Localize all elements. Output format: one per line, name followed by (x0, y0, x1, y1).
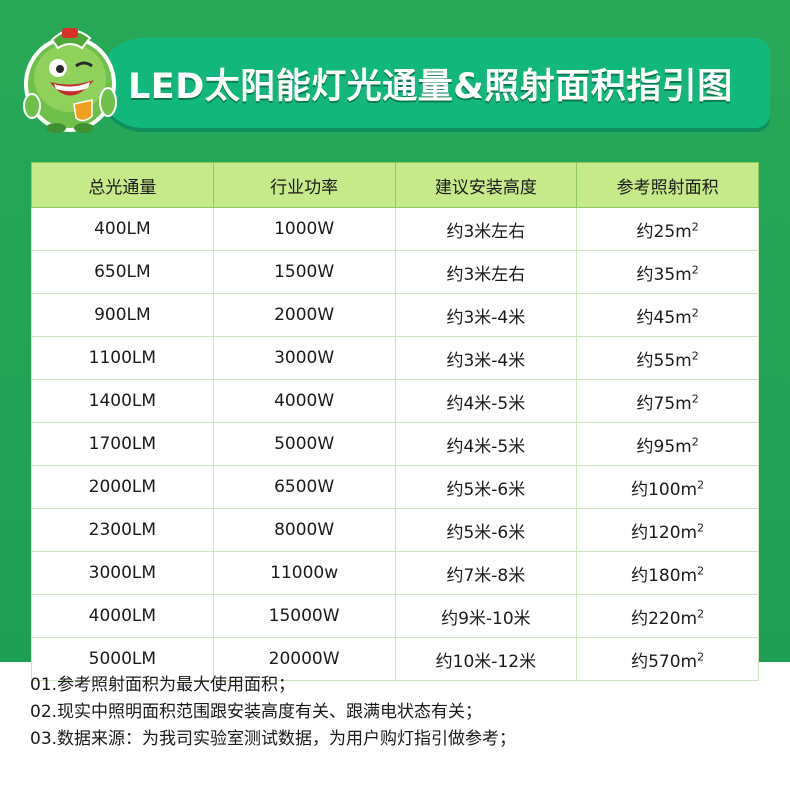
cell-flux: 900LM (31, 293, 214, 337)
table-row: 2300LM 8000W 约5米-6米 约120m2 (31, 508, 759, 552)
cell-flux: 650LM (31, 250, 214, 294)
cell-height: 约9米-10米 (394, 594, 578, 638)
cell-flux: 400LM (31, 207, 214, 251)
cell-area: 约25m2 (576, 207, 759, 251)
table-row: 650LM 1500W 约3米左右 约35m2 (31, 250, 759, 294)
cell-height: 约3米左右 (394, 250, 578, 294)
spec-table-container: 总光通量 行业功率 建议安装高度 参考照射面积 400LM 1000W 约3米左右约… (31, 162, 759, 681)
table-row: 5000LM 20000W 约10米-12米 约570m2 (31, 637, 759, 681)
cell-power: 3000W (212, 336, 396, 380)
note-2: 02.现实中照明面积范围跟安装高度有关、跟满电状态有关； (30, 702, 483, 722)
cell-power: 8000W (212, 508, 396, 552)
cell-area: 约180m2 (576, 551, 759, 595)
header-power: 行业功率 (212, 162, 396, 208)
area-value: 约120m (631, 522, 698, 543)
cell-power: 11000w (212, 551, 396, 595)
table-row: 4000LM 15000W 约9米-10米 约220m2 (31, 594, 759, 638)
header-area: 参考照射面积 (576, 162, 759, 208)
table-row: 1400LM 4000W 约4米-5米 约75m2 (31, 379, 759, 423)
mascot-icon (23, 28, 117, 133)
cell-area: 约570m2 (576, 637, 759, 681)
cell-height: 约10米-12米 (394, 637, 578, 681)
cell-area: 约55m2 (576, 336, 759, 380)
area-unit-superscript: 2 (691, 262, 699, 276)
page-title: LED太阳能灯光通量&照射面积指引图 (128, 66, 733, 107)
area-unit-superscript: 2 (691, 434, 699, 448)
cell-area: 约45m2 (576, 293, 759, 337)
area-unit-superscript: 2 (697, 520, 705, 534)
cell-area: 约35m2 (576, 250, 759, 294)
area-unit-superscript: 2 (697, 606, 705, 620)
cell-power: 2000W (212, 293, 396, 337)
cell-flux: 2000LM (31, 465, 214, 509)
cell-power: 5000W (212, 422, 396, 466)
note-3: 03.数据来源：为我司实验室测试数据，为用户购灯指引做参考； (30, 729, 517, 749)
area-unit-superscript: 2 (691, 391, 699, 405)
cell-power: 15000W (212, 594, 396, 638)
cell-height: 约4米-5米 (394, 379, 578, 423)
area-unit-superscript: 2 (697, 563, 705, 577)
area-unit-superscript: 2 (691, 348, 699, 362)
area-value: 约25m (636, 221, 692, 242)
area-unit-superscript: 2 (691, 305, 699, 319)
cell-height: 约3米左右 (394, 207, 578, 251)
cell-area: 约220m2 (576, 594, 759, 638)
cell-area: 约75m2 (576, 379, 759, 423)
cell-area: 约95m2 (576, 422, 759, 466)
cell-area: 约120m2 (576, 508, 759, 552)
cell-power: 4000W (212, 379, 396, 423)
area-value: 约95m (636, 436, 692, 457)
title-banner: LED太阳能灯光通量&照射面积指引图 (98, 38, 770, 128)
cell-power: 6500W (212, 465, 396, 509)
cell-flux: 1700LM (31, 422, 214, 466)
cell-height: 约4米-5米 (394, 422, 578, 466)
cell-flux: 1400LM (31, 379, 214, 423)
area-value: 约220m (631, 608, 698, 629)
cell-height: 约7米-8米 (394, 551, 578, 595)
cell-height: 约5米-6米 (394, 465, 578, 509)
cell-flux: 1100LM (31, 336, 214, 380)
area-value: 约45m (636, 307, 692, 328)
cell-power: 1000W (212, 207, 396, 251)
area-value: 约570m (631, 651, 698, 672)
area-value: 约75m (636, 393, 692, 414)
spec-table: 总光通量 行业功率 建议安装高度 参考照射面积 400LM 1000W 约3米左右约… (31, 162, 759, 681)
cell-flux: 3000LM (31, 551, 214, 595)
table-row: 1700LM 5000W 约4米-5米 约95m2 (31, 422, 759, 466)
cell-height: 约3米-4米 (394, 293, 578, 337)
area-unit-superscript: 2 (697, 477, 705, 491)
area-value: 约35m (636, 264, 692, 285)
area-value: 约55m (636, 350, 692, 371)
cell-flux: 4000LM (31, 594, 214, 638)
table-row: 900LM 2000W 约3米-4米 约45m2 (31, 293, 759, 337)
header-height: 建议安装高度 (394, 162, 578, 208)
cell-power: 1500W (212, 250, 396, 294)
table-row: 400LM 1000W 约3米左右 约25m2 (31, 207, 759, 251)
table-row: 1100LM 3000W 约3米-4米 约55m2 (31, 336, 759, 380)
table-header-row: 总光通量 行业功率 建议安装高度 参考照射面积 (31, 162, 759, 208)
notes-section: 01.参考照射面积为最大使用面积； 02.现实中照明面积范围跟安装高度有关、跟满… (30, 672, 770, 753)
table-row: 2000LM 6500W 约5米-6米 约100m2 (31, 465, 759, 509)
area-unit-superscript: 2 (697, 649, 705, 663)
cell-flux: 2300LM (31, 508, 214, 552)
area-value: 约100m (631, 479, 698, 500)
cell-area: 约100m2 (576, 465, 759, 509)
table-row: 3000LM 11000w 约7米-8米 约180m2 (31, 551, 759, 595)
cell-height: 约3米-4米 (394, 336, 578, 380)
area-value: 约180m (631, 565, 698, 586)
note-1: 01.参考照射面积为最大使用面积； (30, 675, 296, 695)
header-flux: 总光通量 (31, 162, 214, 208)
cell-height: 约5米-6米 (394, 508, 578, 552)
cell-power: 20000W (212, 637, 396, 681)
area-unit-superscript: 2 (691, 219, 699, 233)
table-body: 400LM 1000W 约3米左右 约25m2 650LM 1500W 约3米左右 约35m2… (31, 207, 759, 681)
